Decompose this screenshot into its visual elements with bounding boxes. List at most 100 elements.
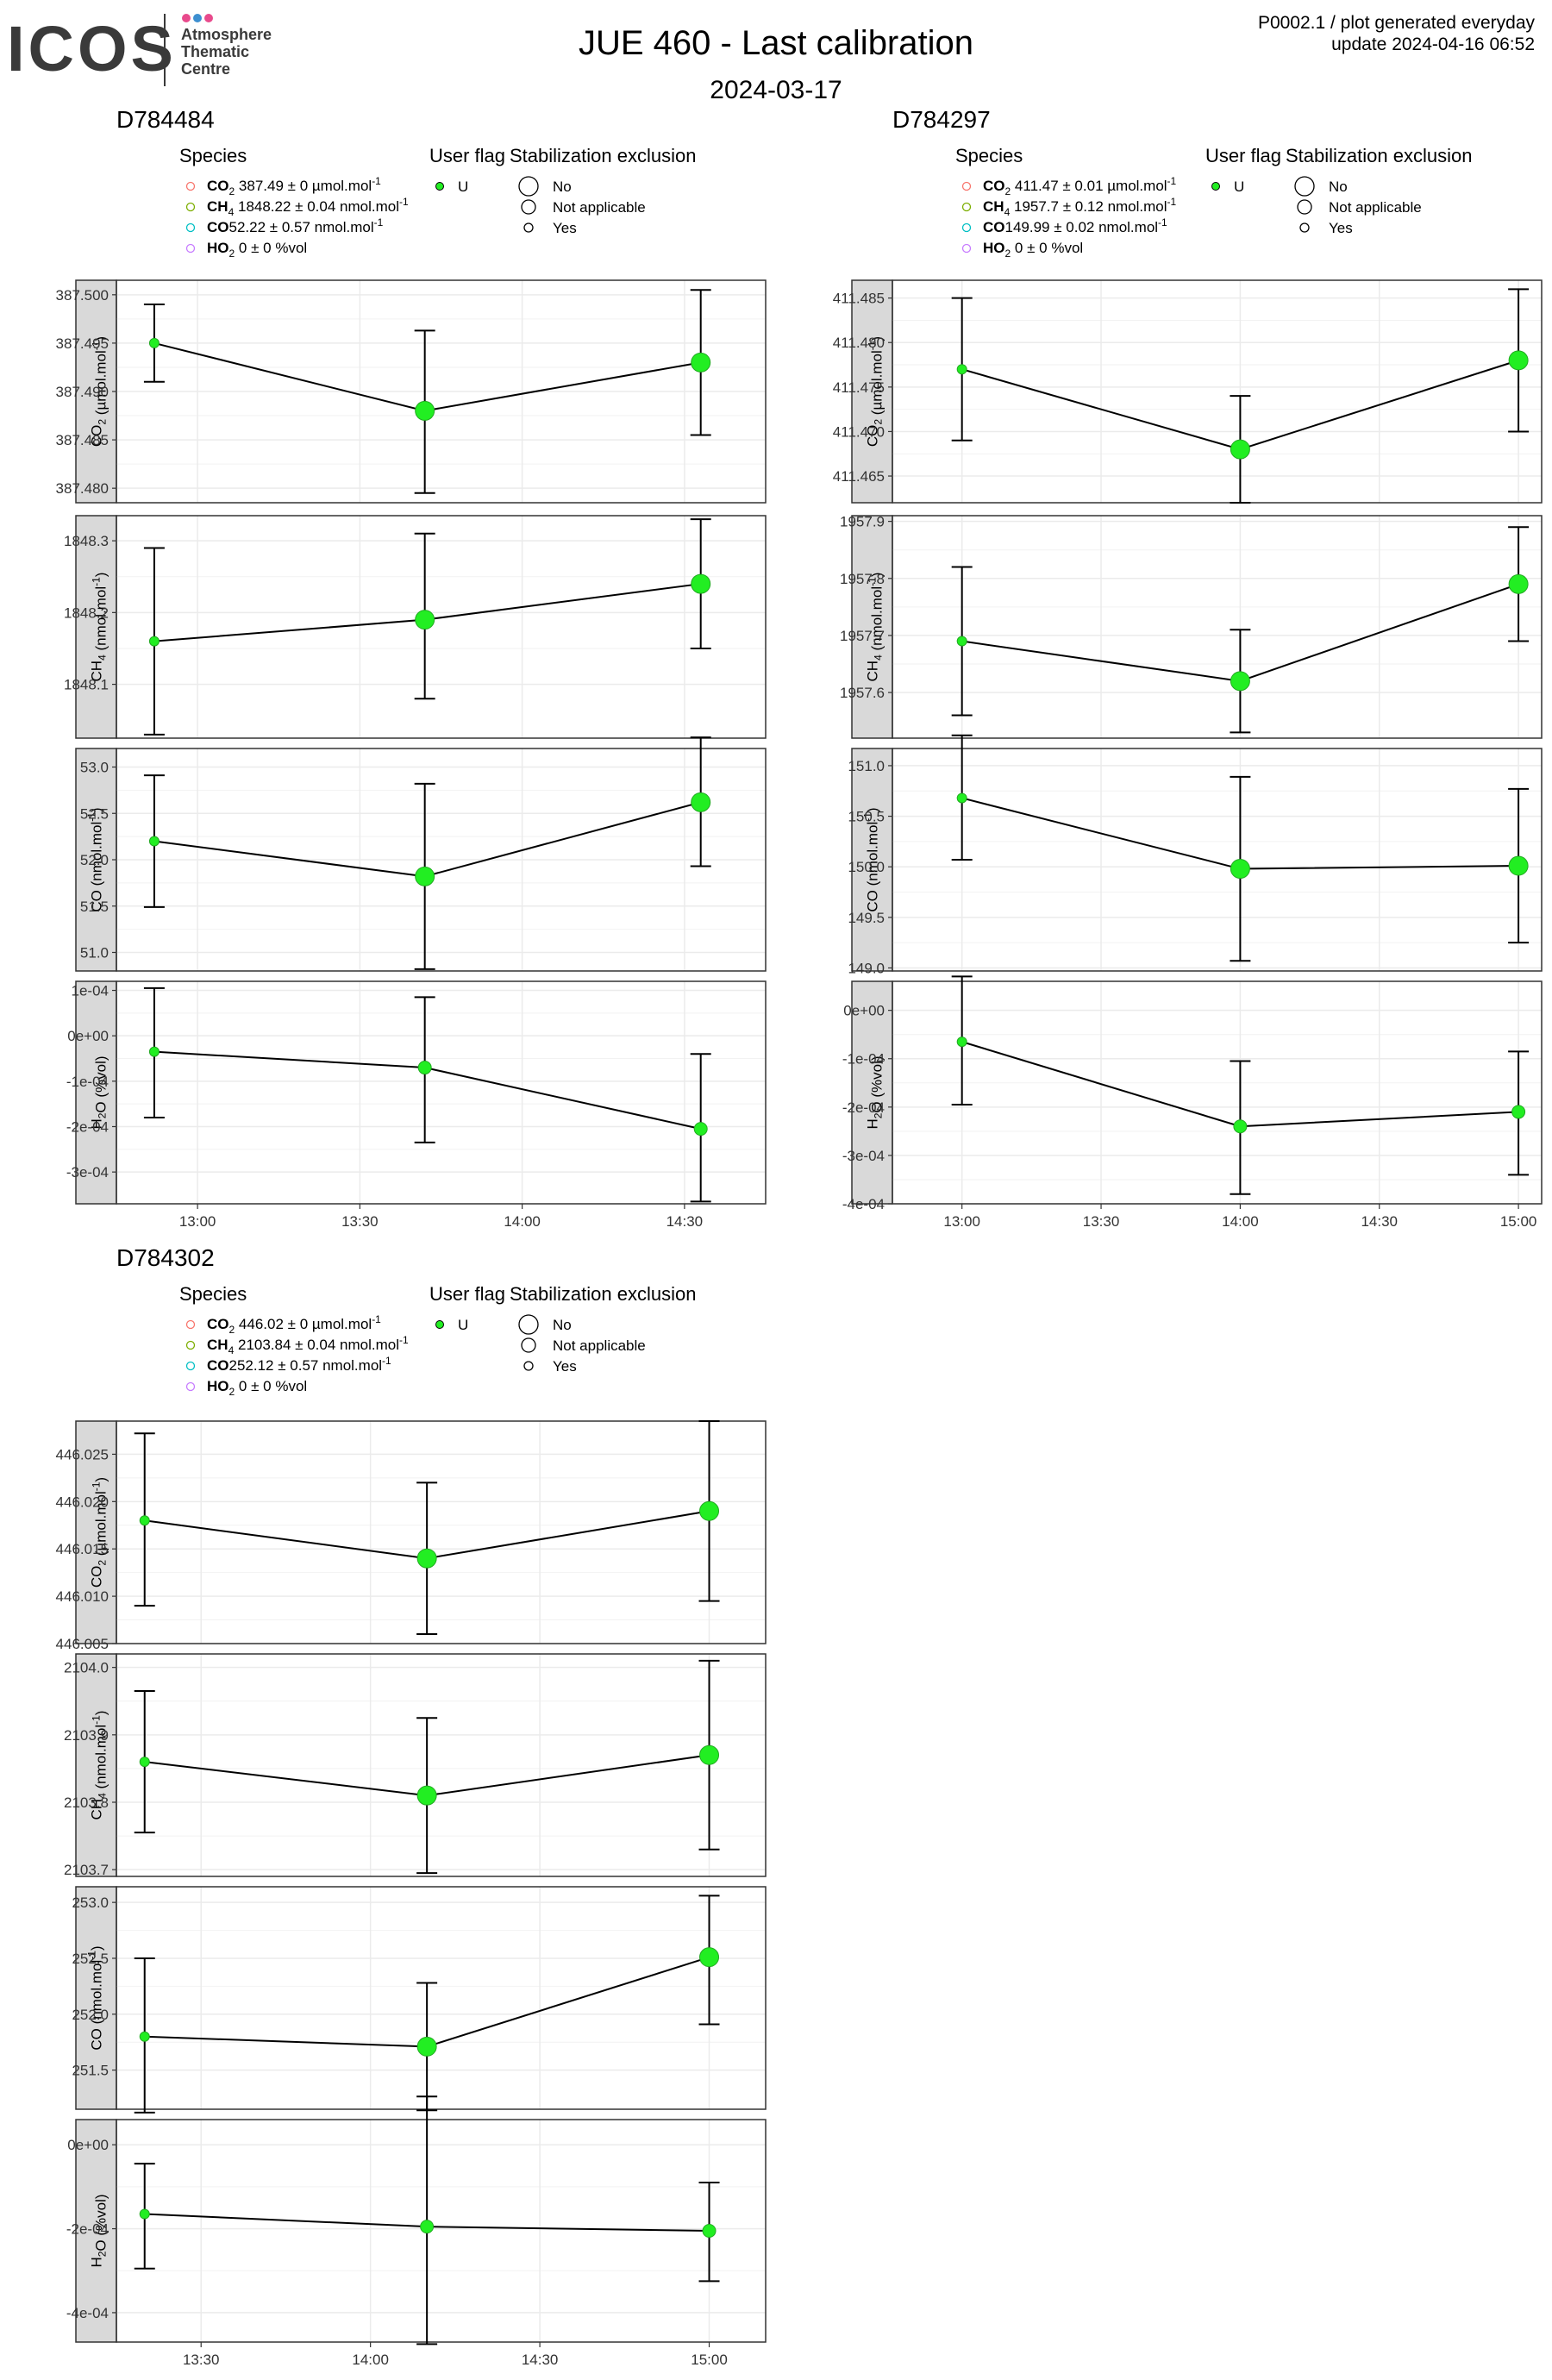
y-tick-label: 1848.2	[64, 604, 109, 621]
legend-user-flag-item: U	[1234, 178, 1244, 195]
y-axis-title: CH4 (nmol.mol-1)	[865, 573, 886, 682]
y-tick-label: 51.5	[80, 899, 109, 915]
data-point	[139, 1515, 150, 1526]
legend-species-item: CO52.22 ± 0.57 nmol.mol-1	[207, 216, 384, 235]
data-point	[420, 2220, 435, 2234]
y-axis-title: CH4 (nmol.mol-1)	[89, 573, 110, 682]
facet-strip	[851, 515, 893, 739]
y-tick-label: 387.495	[56, 335, 109, 352]
svg-text:CO (nmol.mol-1): CO (nmol.mol-1)	[862, 807, 881, 911]
logo-line-3: Centre	[181, 60, 230, 78]
legend-title-species: Species	[179, 1283, 247, 1305]
logo-dot-3	[204, 14, 213, 22]
y-tick-label: -3e-04	[66, 1164, 109, 1181]
x-tick-label: 14:00	[1222, 1213, 1259, 1230]
legend-species-item: CO2 387.49 ± 0 µmol.mol-1	[207, 175, 381, 197]
svg-text:CH4 (nmol.mol-1): CH4 (nmol.mol-1)	[89, 573, 110, 682]
y-tick-label: 446.010	[56, 1588, 109, 1605]
x-tick-label: 14:30	[666, 1213, 704, 1230]
y-tick-label: 2103.8	[64, 1794, 109, 1811]
panel-border	[116, 1886, 767, 2110]
legend-species-item: HO2 0 ± 0 %vol	[983, 240, 1083, 260]
y-tick-label: -4e-04	[842, 1196, 885, 1212]
data-point	[702, 2224, 717, 2238]
data-point	[416, 2036, 437, 2057]
data-point	[691, 352, 711, 373]
x-tick-label: 14:30	[522, 2352, 559, 2368]
panel-border	[116, 515, 767, 739]
y-tick-label: -2e-04	[66, 1118, 109, 1135]
y-axis-title: CO2 (µmol.mol-1)	[865, 336, 886, 447]
panel-co: CO (nmol.mol-1) 251.5 252.0 252.5 253.0	[72, 1886, 767, 2114]
legend-species-key	[185, 1319, 196, 1330]
data-point	[416, 1785, 437, 1806]
y-tick-label: 53.0	[80, 760, 109, 776]
facet-strip	[851, 980, 893, 1205]
y-tick-label: 0e+00	[843, 1003, 885, 1019]
y-axis-title: H2O (%vol)	[89, 1055, 110, 1129]
data-point	[139, 2031, 150, 2042]
data-point	[699, 1947, 720, 1968]
legend-species-key	[185, 243, 196, 254]
legend-user-flag-key	[435, 182, 444, 191]
data-point	[1508, 573, 1529, 594]
panel-border	[892, 515, 1543, 739]
y-tick-label: 150.5	[848, 809, 885, 825]
y-axis-title: H2O (%vol)	[865, 1055, 886, 1129]
panel-border	[116, 1420, 767, 1644]
logo-dot-1	[182, 14, 191, 22]
legend-stabilization-item: Not applicable	[553, 1337, 646, 1354]
data-point	[956, 636, 967, 647]
svg-text:CH4 (nmol.mol-1): CH4 (nmol.mol-1)	[865, 573, 886, 682]
y-tick-label: 1957.9	[840, 514, 885, 530]
y-tick-label: 151.0	[848, 758, 885, 774]
y-tick-label: 2103.9	[64, 1727, 109, 1744]
chart-title: D784297	[892, 106, 991, 133]
legend-stabilization-key	[521, 1337, 536, 1353]
legend-title-stabilization: Stabilization exclusion	[510, 1283, 696, 1305]
data-point	[415, 610, 435, 630]
legend-species-item: CO2 446.02 ± 0 µmol.mol-1	[207, 1313, 381, 1336]
y-axis-title: CO (nmol.mol-1)	[86, 1945, 105, 2050]
data-point	[1508, 855, 1529, 876]
facet-strip	[75, 2119, 117, 2343]
legend-title-species: Species	[955, 145, 1023, 166]
chart-title: D784484	[116, 106, 215, 133]
y-tick-label: 411.485	[833, 291, 885, 307]
legend-species-item: CH4 1957.7 ± 0.12 nmol.mol-1	[983, 196, 1177, 218]
panel-co2: CO2 (µmol.mol-1) 387.480 387.485 387.490 387…	[56, 279, 767, 504]
y-tick-label: 387.485	[56, 432, 109, 448]
y-tick-label: -3e-04	[842, 1148, 885, 1164]
y-tick-label: 1848.3	[64, 533, 109, 549]
y-tick-label: 0e+00	[67, 2137, 109, 2153]
y-tick-label: -2e-04	[842, 1099, 885, 1116]
y-tick-label: 149.0	[848, 960, 885, 976]
panel-ch4: CH4 (nmol.mol-1) 1957.6 1957.7 1957.8 1957.9	[840, 514, 1543, 739]
legend-stabilization-key	[1299, 222, 1310, 233]
legend-species-key	[185, 181, 196, 191]
data-point	[139, 2208, 150, 2220]
data-point	[416, 1548, 437, 1569]
data-point	[1230, 671, 1250, 692]
facet-strip	[75, 1420, 117, 1644]
y-axis-title: CO2 (µmol.mol-1)	[89, 1477, 110, 1588]
y-tick-label: 252.0	[72, 2007, 109, 2023]
legend-stabilization-item: No	[553, 1317, 572, 1333]
legend-species-key	[961, 243, 972, 254]
facet-strip	[75, 748, 117, 972]
logo-dot-2	[193, 14, 202, 22]
icos-logo: ICOS Atmosphere Thematic Centre	[7, 13, 272, 86]
chart-block: D784297 Species CO2 411.47 ± 0.01 µmol.mol…	[833, 106, 1543, 1230]
legend-stabilization-key	[523, 222, 534, 233]
y-axis-title: CH4 (nmol.mol-1)	[89, 1711, 110, 1820]
logo-line-2: Thematic	[181, 43, 249, 60]
x-tick-label: 13:30	[183, 2352, 220, 2368]
series-line	[153, 341, 701, 412]
y-tick-label: 252.5	[72, 1951, 109, 1967]
y-tick-label: -1e-04	[66, 1074, 109, 1090]
legend-stabilization-item: Yes	[553, 220, 577, 236]
legend-stabilization-key	[1297, 199, 1312, 215]
data-point	[691, 792, 711, 812]
y-tick-label: 387.500	[56, 287, 109, 304]
legend-stabilization-key	[518, 176, 539, 197]
